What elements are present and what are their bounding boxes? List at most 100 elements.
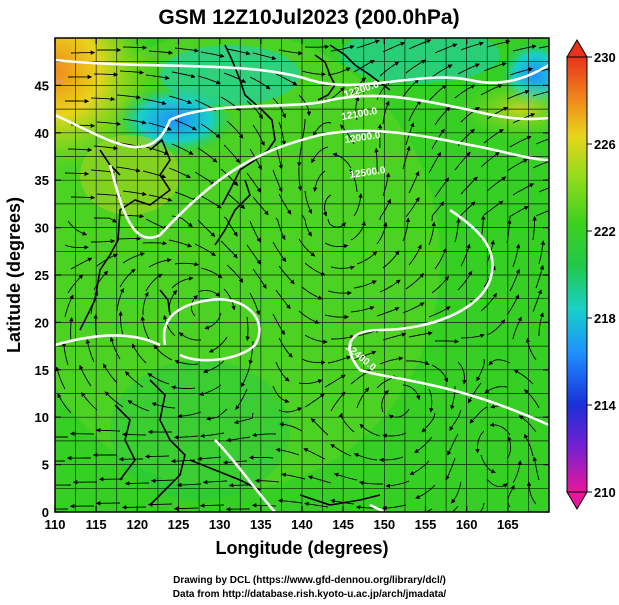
streamline [434, 177, 449, 198]
streamline [140, 315, 150, 340]
streamline [512, 183, 535, 196]
streamline [350, 77, 367, 97]
streamline [512, 460, 523, 484]
streamline [96, 121, 122, 127]
streamline [415, 484, 436, 499]
y-tick-label: 10 [35, 410, 49, 425]
streamline [405, 196, 420, 218]
streamline [275, 217, 286, 241]
streamline [93, 145, 119, 151]
streamline [359, 423, 381, 437]
streamline [506, 219, 512, 244]
streamline [248, 455, 274, 460]
streamline [457, 63, 480, 75]
streamline [208, 336, 228, 353]
streamline [428, 221, 436, 246]
streamline [460, 333, 485, 339]
streamline [402, 302, 425, 314]
streamline [434, 43, 458, 54]
streamline [246, 244, 261, 265]
streamline [197, 219, 216, 237]
streamline [486, 176, 507, 192]
streamline [434, 339, 460, 344]
streamline [69, 316, 74, 342]
streamline [251, 503, 277, 508]
streamline [90, 290, 98, 315]
streamline [147, 502, 173, 507]
x-tick-label: 125 [168, 517, 190, 532]
streamline [376, 307, 400, 317]
streamline [431, 364, 449, 383]
streamline [279, 422, 303, 432]
streamline [312, 170, 326, 192]
streamline [304, 44, 330, 50]
streamline [202, 479, 228, 485]
streamline [486, 319, 506, 336]
streamline [382, 504, 407, 511]
streamline [301, 70, 326, 77]
colorbar-tick-label: 218 [594, 311, 616, 326]
streamline [275, 289, 291, 310]
streamline [509, 268, 521, 292]
streamline [340, 124, 355, 145]
streamline [223, 72, 247, 83]
streamline [350, 305, 375, 313]
streamline [94, 72, 119, 77]
streamline [379, 279, 401, 293]
streamline [327, 355, 352, 364]
streamline [408, 244, 422, 266]
streamline [405, 360, 430, 366]
streamline [354, 96, 360, 121]
streamline [451, 481, 462, 504]
streamline [272, 313, 285, 336]
streamline [249, 76, 271, 90]
y-axis-label: Latitude (degrees) [4, 197, 24, 353]
streamline [489, 422, 511, 436]
streamline [104, 391, 124, 408]
streamline [122, 45, 148, 50]
streamline [200, 267, 223, 279]
streamline [506, 436, 512, 460]
streamline [324, 374, 346, 388]
streamline [249, 148, 262, 171]
streamline [304, 393, 325, 408]
streamline [330, 498, 355, 505]
y-tick-label: 40 [35, 126, 49, 141]
streamline [168, 95, 192, 104]
streamline [119, 268, 136, 288]
y-tick-label: 0 [42, 505, 49, 520]
streamline [174, 359, 199, 365]
streamline [460, 106, 480, 123]
streamline [248, 340, 254, 365]
streamline [512, 316, 522, 340]
streamline [512, 243, 521, 268]
streamline [116, 94, 141, 100]
streamline [150, 478, 176, 484]
streamline [356, 251, 378, 265]
streamline [199, 384, 222, 396]
streamline [382, 432, 407, 438]
streamline [235, 388, 248, 411]
streamline [144, 454, 170, 459]
streamline [252, 196, 269, 216]
streamline [197, 147, 218, 163]
streamline [171, 385, 196, 390]
streamline [272, 385, 290, 404]
streamline [278, 121, 287, 146]
streamline [194, 243, 216, 257]
streamline [480, 151, 500, 168]
streamline [535, 138, 549, 145]
map-plot-area: 12200.0 12100.0 12000.0 12500.0 12400.0 [55, 38, 549, 512]
streamline [538, 240, 546, 265]
streamline [93, 313, 98, 339]
streamline [324, 314, 349, 320]
streamline [171, 71, 196, 79]
streamline [532, 289, 543, 313]
streamline [226, 264, 244, 283]
streamline [382, 100, 390, 125]
streamline [385, 480, 410, 489]
streamline [147, 373, 170, 385]
streamline [454, 151, 471, 171]
streamline [469, 406, 488, 424]
